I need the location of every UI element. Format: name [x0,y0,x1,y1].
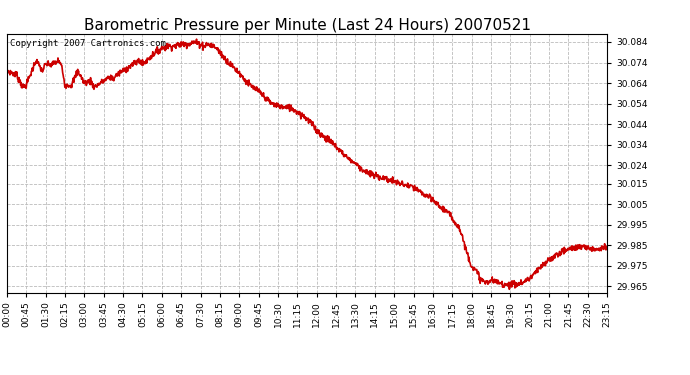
Text: Copyright 2007 Cartronics.com: Copyright 2007 Cartronics.com [10,39,166,48]
Title: Barometric Pressure per Minute (Last 24 Hours) 20070521: Barometric Pressure per Minute (Last 24 … [83,18,531,33]
